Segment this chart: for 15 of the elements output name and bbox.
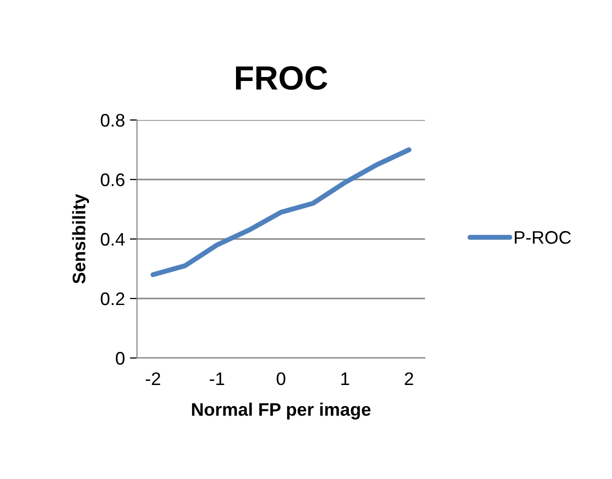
- chart-title: FROC: [236, 66, 328, 90]
- x-axis-title: Normal FP per image: [192, 402, 371, 420]
- y-tick-label: 0.2: [100, 292, 124, 306]
- y-tick-label: 0.8: [100, 114, 124, 127]
- y-tick-label: 0.4: [100, 232, 125, 246]
- y-axis-title: Sensibility: [72, 194, 89, 284]
- x-tick-label: 2: [404, 372, 414, 385]
- y-tick-label: 0: [116, 352, 124, 365]
- x-tick-label: -1: [210, 372, 224, 385]
- legend-label: P-ROC: [514, 231, 571, 244]
- x-tick-label: 0: [276, 372, 286, 386]
- x-tick-label: 1: [341, 372, 350, 385]
- y-tick-label: 0.6: [100, 173, 124, 186]
- line-series: [150, 147, 412, 278]
- x-tick-label: -2: [146, 372, 160, 385]
